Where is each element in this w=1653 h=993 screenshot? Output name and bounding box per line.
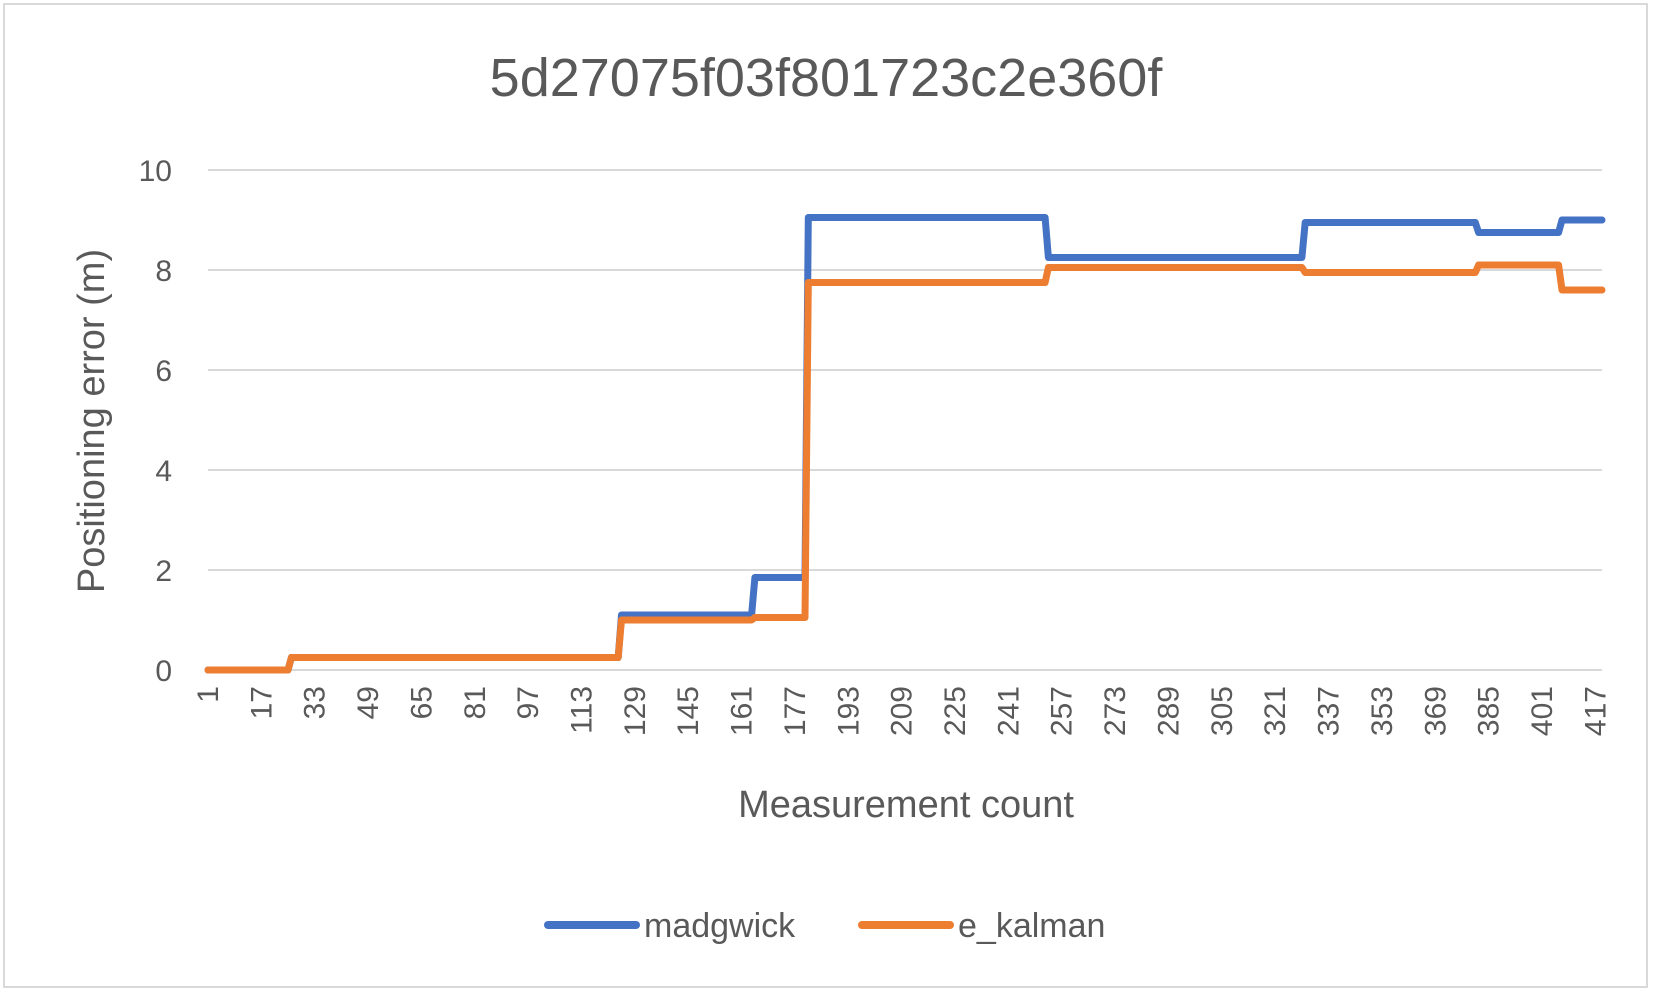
legend-label-e_kalman: e_kalman (958, 907, 1105, 945)
x-tick-label: 17 (245, 686, 278, 719)
y-tick-label: 8 (155, 255, 172, 288)
x-tick-label: 65 (405, 686, 438, 719)
x-tick-label: 353 (1366, 686, 1399, 736)
y-tick-label: 10 (139, 155, 172, 188)
x-tick-label: 209 (886, 686, 919, 736)
x-tick-label: 1 (192, 686, 225, 703)
y-axis-ticks: 0 2 4 6 8 10 (139, 155, 172, 688)
y-axis-title: Positioning error (m) (71, 249, 113, 593)
x-tick-label: 97 (512, 686, 545, 719)
gridlines (208, 169, 1602, 571)
x-axis-title: Measurement count (738, 784, 1074, 826)
x-tick-label: 273 (1099, 686, 1132, 736)
x-tick-label: 177 (779, 686, 812, 736)
x-tick-label: 401 (1526, 686, 1559, 736)
x-tick-label: 49 (352, 686, 385, 719)
x-tick-label: 81 (459, 686, 492, 719)
x-tick-label: 113 (566, 686, 599, 734)
x-tick-label: 225 (939, 686, 972, 736)
y-tick-label: 6 (155, 355, 172, 388)
legend: madgwick e_kalman (544, 907, 1105, 945)
x-tick-label: 161 (726, 686, 759, 736)
x-tick-label: 289 (1152, 686, 1185, 736)
y-tick-label: 0 (155, 655, 172, 688)
x-tick-label: 417 (1579, 686, 1612, 736)
x-tick-label: 129 (619, 686, 652, 736)
x-tick-label: 33 (299, 686, 332, 719)
series-lines (204, 214, 1606, 674)
chart-frame (3, 3, 1648, 988)
x-tick-label: 321 (1259, 686, 1292, 736)
chart-title: 5d27075f03f801723c2e360f (490, 48, 1164, 108)
x-tick-label: 145 (672, 686, 705, 736)
series-line-e_kalman (204, 261, 1606, 674)
x-tick-label: 369 (1419, 686, 1452, 736)
x-tick-label: 305 (1206, 686, 1239, 736)
x-tick-label: 337 (1313, 686, 1346, 736)
legend-label-madgwick: madgwick (644, 907, 796, 945)
x-axis-ticks: 1 17 33 49 65 81 97 113 129 145 161 177 193 209 225 241… (192, 686, 1612, 736)
x-tick-label: 385 (1473, 686, 1506, 736)
y-tick-label: 2 (155, 555, 172, 588)
x-tick-label: 257 (1046, 686, 1079, 736)
x-tick-label: 193 (832, 686, 865, 736)
x-tick-label: 241 (992, 686, 1025, 736)
y-tick-label: 4 (155, 455, 172, 488)
